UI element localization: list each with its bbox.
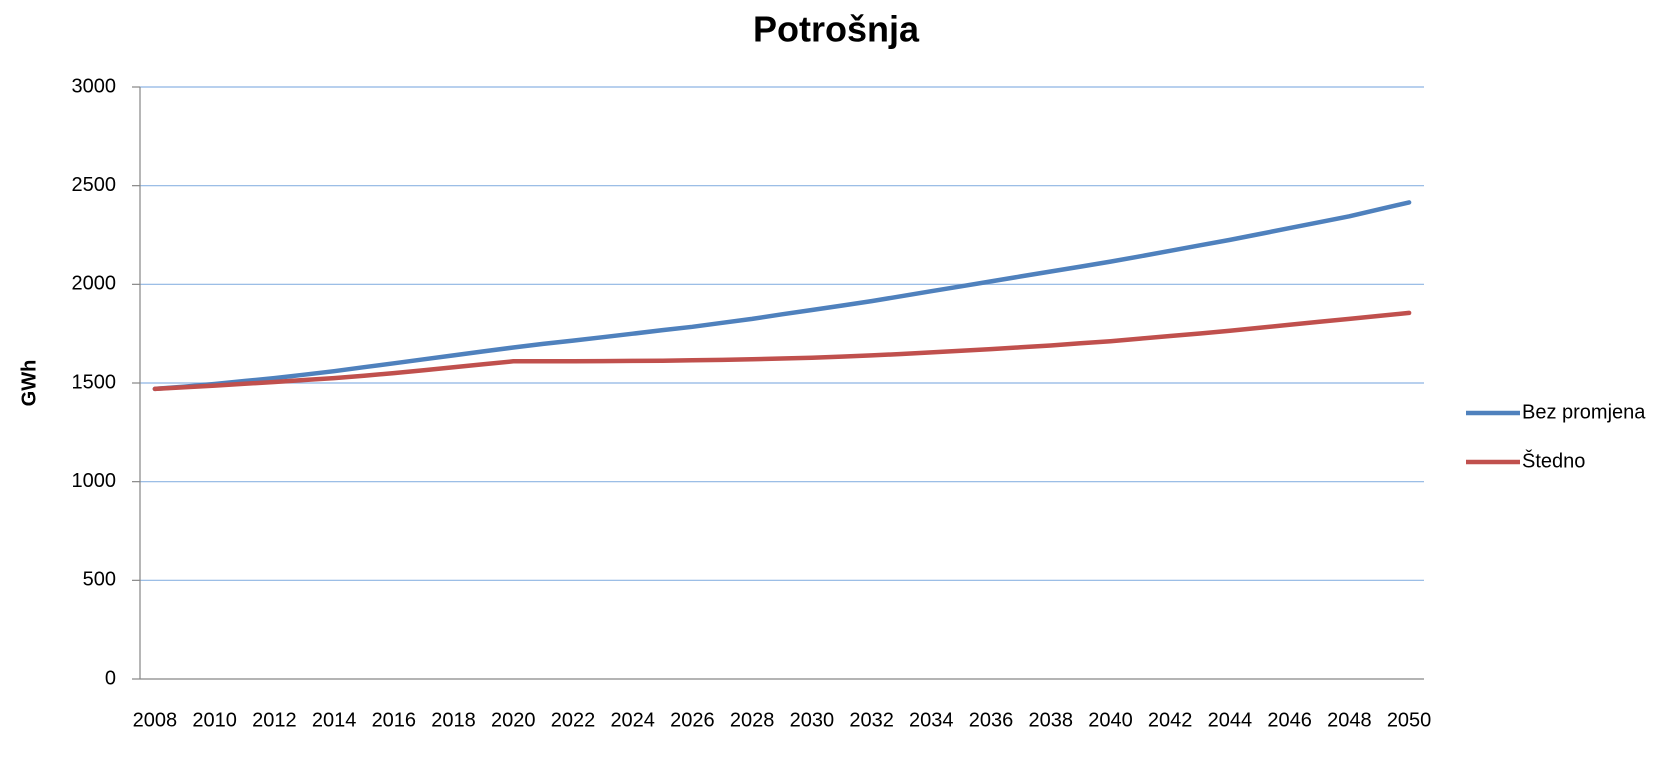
y-tick-label: 1000	[72, 470, 117, 492]
x-tick-label: 2022	[551, 709, 596, 731]
x-tick-label: 2050	[1387, 709, 1432, 731]
x-tick-label: 2008	[133, 709, 178, 731]
legend-label: Bez promjena	[1522, 401, 1646, 423]
x-tick-label: 2024	[610, 709, 655, 731]
x-tick-label: 2012	[252, 709, 297, 731]
x-tick-label: 2048	[1327, 709, 1372, 731]
x-tick-label: 2010	[192, 709, 237, 731]
x-tick-label: 2040	[1088, 709, 1133, 731]
series-line	[152, 200, 1412, 392]
x-tick-label: 2034	[909, 709, 954, 731]
x-tick-label: 2026	[670, 709, 715, 731]
y-tick-label: 2000	[72, 273, 117, 295]
x-tick-label: 2018	[431, 709, 476, 731]
x-tick-label: 2016	[372, 709, 417, 731]
legend-label: Štedno	[1522, 449, 1585, 472]
x-tick-label: 2044	[1208, 709, 1253, 731]
x-tick-label: 2028	[730, 709, 775, 731]
x-tick-label: 2014	[312, 709, 357, 731]
y-tick-label: 3000	[72, 75, 117, 97]
x-tick-label: 2042	[1148, 709, 1193, 731]
y-tick-label: 1500	[72, 371, 117, 393]
x-tick-label: 2030	[790, 709, 835, 731]
x-tick-label: 2038	[1028, 709, 1073, 731]
x-tick-label: 2020	[491, 709, 536, 731]
chart-title: Potrošnja	[753, 9, 920, 50]
series-line	[152, 310, 1412, 392]
x-tick-label: 2032	[849, 709, 894, 731]
x-tick-label: 2036	[969, 709, 1014, 731]
y-tick-label: 2500	[72, 174, 117, 196]
y-axis-title: GWh	[18, 360, 40, 407]
x-tick-label: 2046	[1267, 709, 1312, 731]
y-tick-label: 500	[83, 569, 116, 591]
y-tick-label: 0	[105, 667, 116, 689]
